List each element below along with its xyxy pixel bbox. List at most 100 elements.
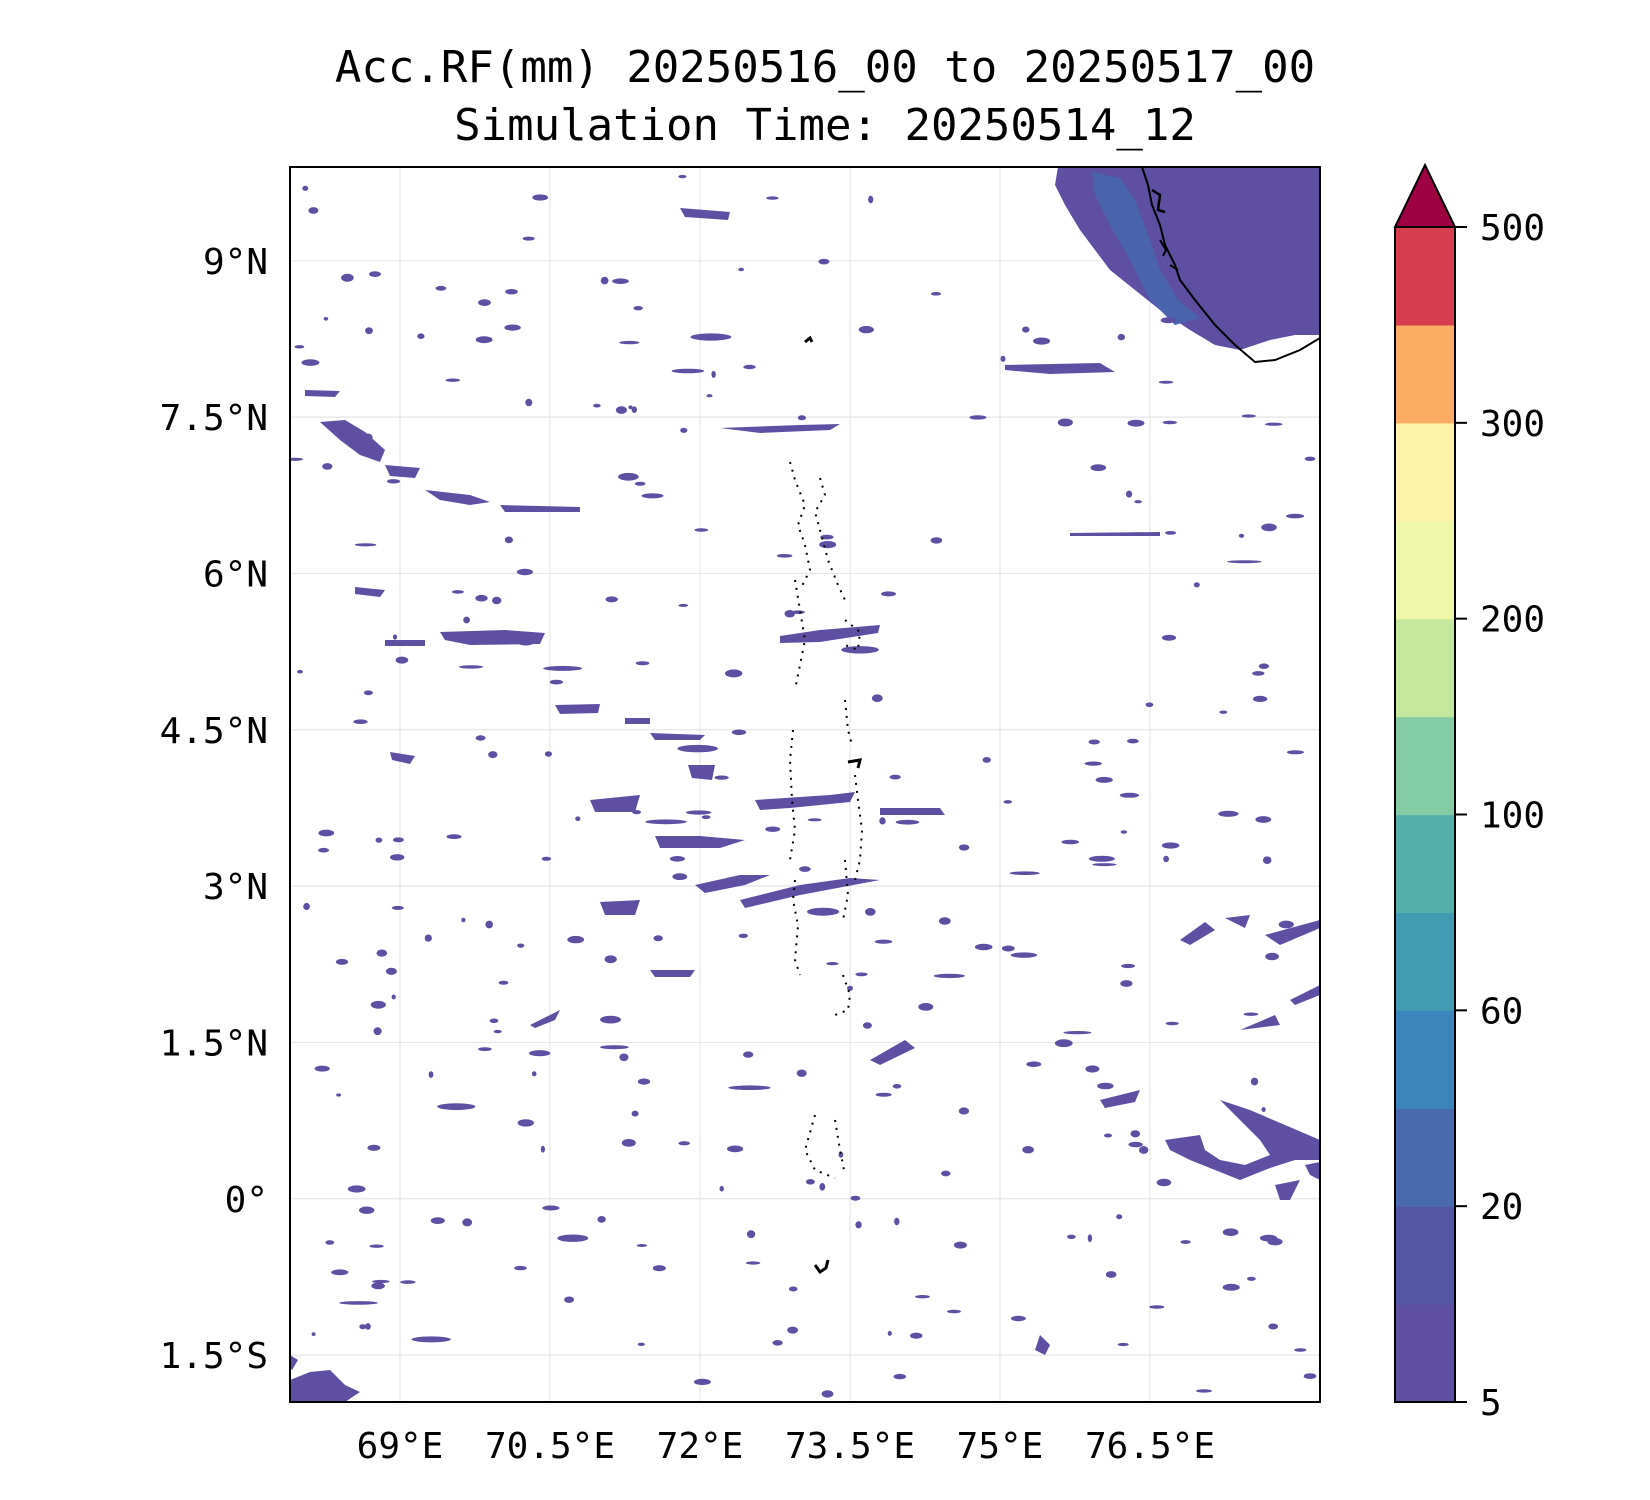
rain-speckle <box>645 819 687 825</box>
rain-speckle <box>331 1269 349 1276</box>
rain-speckle <box>1286 750 1304 755</box>
rain-speckle <box>1252 695 1268 703</box>
rain-speckle <box>1139 1146 1149 1154</box>
rain-speckle <box>746 1230 756 1239</box>
rain-speckle <box>1090 464 1107 472</box>
rain-speckle <box>323 317 329 321</box>
rain-speckle <box>600 276 609 285</box>
rain-speckle <box>493 1029 502 1034</box>
rain-speckle <box>1127 738 1139 744</box>
rain-speckle <box>619 340 640 345</box>
rain-speckle <box>522 236 535 241</box>
rain-speckle <box>847 985 853 991</box>
rain-speckle <box>1022 1146 1034 1154</box>
rain-speckle <box>881 591 896 597</box>
rain-speckle <box>489 1018 499 1024</box>
rain-speckle <box>1061 839 1080 845</box>
rain-speckle <box>504 536 513 544</box>
rain-speckle <box>868 195 874 204</box>
rain-speckle <box>820 534 834 540</box>
graticule <box>290 167 1320 1402</box>
rain-speckle <box>1252 671 1265 676</box>
rain-speckle <box>893 1373 907 1380</box>
rain-speckle <box>1161 842 1180 849</box>
rain-speckle <box>1120 980 1133 987</box>
rain-speckle <box>930 537 943 544</box>
rain-speckle <box>725 669 743 678</box>
colorbar-label: 20 <box>1480 1187 1523 1228</box>
rain-speckle <box>1268 1323 1279 1330</box>
rain-speckle <box>1001 945 1015 952</box>
rain-speckle <box>862 1022 872 1029</box>
rain-speckle <box>557 1234 589 1242</box>
rain-speckle <box>874 939 893 944</box>
rain-speckle <box>1247 1276 1256 1281</box>
lon-tick-label: 75°E <box>957 1426 1044 1467</box>
rain-speckle <box>1304 456 1316 461</box>
rain-speckle <box>875 1092 892 1097</box>
rain-speckle <box>631 406 637 414</box>
rain-speckle <box>678 174 687 179</box>
rain-speckle <box>633 306 643 311</box>
coastline <box>1141 167 1320 364</box>
rain-speckle <box>430 1217 445 1224</box>
rain-speckle <box>1117 1342 1129 1347</box>
rain-speckle <box>498 980 509 985</box>
rain-speckle <box>636 1244 648 1247</box>
rain-speckle <box>1088 739 1100 745</box>
rain-speckle <box>1303 1373 1317 1379</box>
lon-tick-label: 70.5°E <box>485 1426 615 1467</box>
map-frame <box>289 166 1321 1403</box>
rain-speckle <box>517 943 525 948</box>
rain-speckle <box>772 1340 783 1346</box>
rain-speckle <box>819 1183 826 1191</box>
rain-speckle <box>1088 855 1115 862</box>
rain-speckle <box>1119 792 1139 798</box>
rain-speckle <box>1117 333 1126 341</box>
colorbar-segment <box>1395 1206 1455 1305</box>
colorbar-segment <box>1395 814 1455 914</box>
rain-speckle <box>958 1107 970 1115</box>
rain-speckle <box>600 1015 621 1024</box>
longitude-tick-labels: 69°E 70.5°E 72°E 73.5°E 75°E 76.5°E <box>357 1426 1215 1467</box>
rain-speckle <box>1258 663 1269 669</box>
rain-speckle <box>308 207 319 214</box>
rainfall-speckles <box>290 167 1317 1398</box>
rain-speckle <box>1188 193 1208 199</box>
rain-speckle <box>1010 952 1038 958</box>
rain-speckle <box>322 463 333 470</box>
rain-speckle <box>743 1051 754 1058</box>
rain-speckle <box>475 594 488 602</box>
rain-speckle <box>549 679 564 685</box>
rain-speckle <box>619 1053 629 1062</box>
rain-speckle <box>706 394 713 398</box>
rain-speckle <box>367 1144 381 1151</box>
rain-speckle <box>855 1221 862 1229</box>
rain-speckle <box>855 972 868 977</box>
rain-speckle <box>1156 1178 1172 1187</box>
rain-speckle <box>776 554 793 558</box>
rain-speckle <box>1084 761 1103 766</box>
rain-speckle <box>841 646 879 654</box>
rain-speckle <box>318 847 330 853</box>
rain-speckle <box>1222 1228 1239 1236</box>
rain-speckle <box>1057 418 1073 427</box>
rain-speckle <box>600 1045 629 1050</box>
rain-speckle <box>359 1206 375 1214</box>
rain-speckle <box>461 917 466 923</box>
rain-speckle <box>1145 702 1154 708</box>
rain-speckle <box>895 819 920 825</box>
rain-speckle <box>354 543 377 547</box>
rain-speckle <box>797 415 807 421</box>
rain-speckle <box>969 415 987 420</box>
rain-speckle <box>728 1085 771 1090</box>
rain-speckle <box>819 541 837 549</box>
rain-speckle <box>475 336 493 344</box>
colorbar-extend-triangle <box>1393 162 1457 228</box>
rain-speckle <box>727 1145 744 1153</box>
rain-speckle <box>1009 871 1040 875</box>
rain-speckle <box>529 1050 551 1057</box>
rain-speckle <box>370 1000 386 1009</box>
rain-speckle <box>492 596 502 605</box>
rain-speckle <box>390 854 405 861</box>
